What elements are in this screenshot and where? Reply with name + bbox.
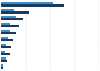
Bar xyxy=(1,32,16,34)
Bar xyxy=(1,46,11,48)
Bar xyxy=(1,60,7,62)
Bar xyxy=(1,25,19,27)
Bar xyxy=(1,39,13,41)
Bar xyxy=(1,51,5,53)
Bar xyxy=(1,11,29,13)
Bar xyxy=(1,64,3,67)
Bar xyxy=(1,44,6,46)
Bar xyxy=(1,53,10,55)
Bar xyxy=(1,67,3,69)
Bar xyxy=(1,4,64,7)
Bar xyxy=(1,16,16,18)
Bar xyxy=(1,9,14,11)
Bar xyxy=(1,23,10,25)
Bar xyxy=(1,2,53,4)
Bar xyxy=(1,18,23,20)
Bar xyxy=(1,37,8,39)
Bar xyxy=(1,58,6,60)
Bar xyxy=(1,30,10,32)
